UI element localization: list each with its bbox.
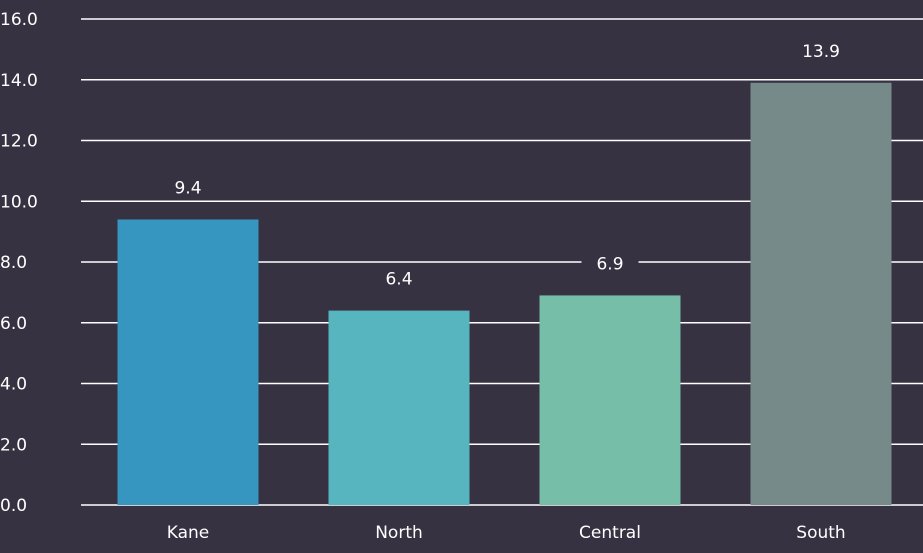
bar-south (750, 82, 892, 505)
x-axis-category-labels: Kane North Central South (167, 523, 846, 543)
bar-central (539, 295, 681, 505)
y-tick-label: 8.0 (0, 253, 27, 273)
bar-north (328, 310, 470, 505)
data-label: 13.9 (802, 42, 840, 62)
data-label-backdrop (370, 265, 428, 292)
x-tick-label: Central (579, 523, 641, 543)
y-tick-label: 12.0 (0, 132, 38, 152)
data-label-backdrop (159, 174, 217, 201)
y-axis-tick-labels: 0.0 2.0 4.0 6.0 8.0 10.0 12.0 14.0 16.0 (0, 10, 38, 516)
y-tick-label: 0.0 (0, 496, 27, 516)
y-tick-label: 4.0 (0, 375, 27, 395)
data-label-backdrop (787, 37, 855, 64)
data-label-backdrop (581, 250, 639, 277)
bar-kane (117, 219, 259, 505)
data-label: 6.9 (596, 254, 623, 274)
x-tick-label: Kane (167, 523, 210, 543)
y-tick-label: 16.0 (0, 10, 38, 30)
y-tick-label: 14.0 (0, 71, 38, 91)
data-labels: 9.4 6.4 6.9 13.9 (159, 37, 855, 292)
y-tick-label: 6.0 (0, 314, 27, 334)
data-label: 6.4 (385, 270, 412, 290)
x-tick-label: South (796, 523, 845, 543)
y-tick-label: 10.0 (0, 192, 38, 212)
x-tick-label: North (375, 523, 423, 543)
data-label: 9.4 (174, 178, 201, 198)
bars (117, 82, 892, 505)
y-tick-label: 2.0 (0, 435, 27, 455)
